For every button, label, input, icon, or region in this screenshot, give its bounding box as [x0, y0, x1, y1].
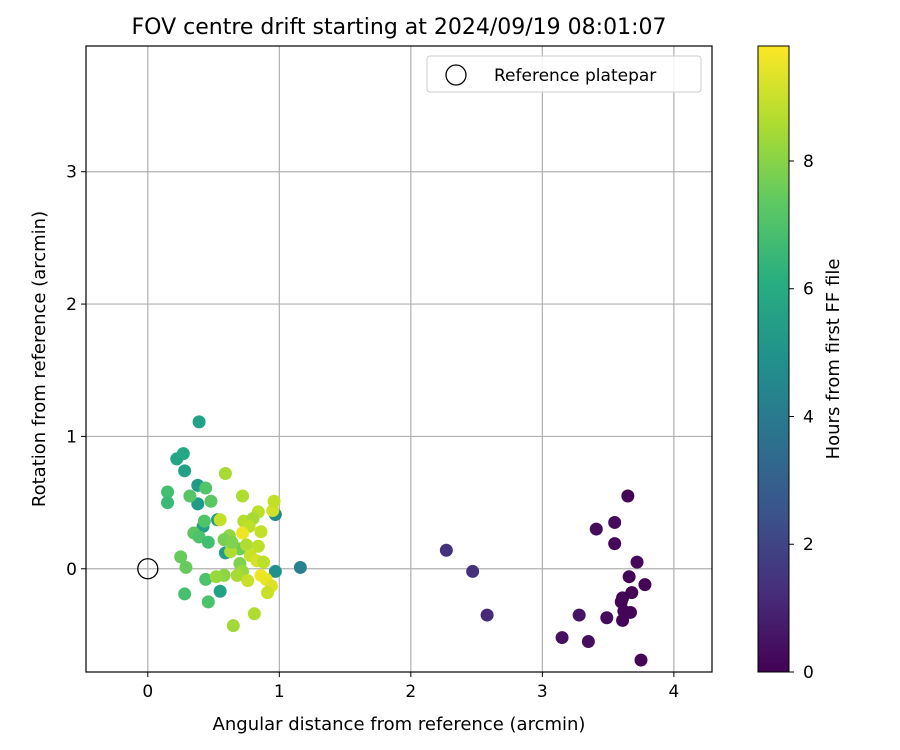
- grid: [86, 46, 712, 672]
- data-point: [201, 595, 215, 609]
- data-point: [268, 564, 282, 578]
- data-point: [197, 514, 211, 528]
- x-tick-label: 2: [405, 682, 416, 702]
- data-point: [183, 489, 197, 503]
- data-point: [241, 574, 255, 588]
- data-point: [192, 415, 206, 429]
- colorbar-tick-label: 4: [803, 407, 814, 427]
- data-point: [608, 515, 622, 529]
- data-point: [480, 608, 494, 622]
- data-point: [191, 497, 205, 511]
- data-point: [638, 578, 652, 592]
- legend-box: [426, 55, 702, 93]
- data-point: [236, 526, 249, 540]
- data-point: [267, 494, 281, 508]
- colorbar-ticks: 0 2 4 6 8: [789, 152, 814, 683]
- x-axis-ticks: 0 1 2 3 4: [142, 672, 679, 702]
- x-axis-label: Angular distance from reference (arcmin): [213, 714, 586, 735]
- data-point: [178, 587, 192, 601]
- legend-entry-label: Reference platepar: [494, 66, 656, 86]
- plot-area-frame: [85, 45, 713, 673]
- y-tick-label: 1: [66, 427, 77, 447]
- data-point: [254, 525, 268, 539]
- colorbar-label: Hours from first FF file: [823, 259, 844, 460]
- data-point: [293, 560, 307, 574]
- data-point: [226, 619, 240, 633]
- y-tick-label: 2: [66, 295, 77, 315]
- data-point: [439, 543, 453, 557]
- data-point: [225, 535, 239, 549]
- data-point: [213, 513, 227, 527]
- y-axis-ticks: 0 1 2 3: [66, 163, 86, 580]
- data-point: [589, 522, 603, 536]
- data-point: [555, 631, 569, 645]
- data-point: [209, 570, 223, 584]
- data-point: [621, 489, 635, 503]
- data-point: [179, 560, 193, 574]
- data-point: [199, 572, 213, 586]
- data-point: [247, 607, 261, 621]
- colorbar-gradient: [757, 45, 790, 673]
- data-point: [630, 555, 644, 569]
- colorbar-tick-label: 0: [803, 663, 814, 683]
- legend: Reference platepar: [426, 55, 702, 93]
- data-point: [176, 447, 190, 461]
- data-point: [257, 555, 271, 569]
- data-point: [608, 537, 622, 551]
- reference-marker-layer: [137, 558, 159, 580]
- colorbar: 0 2 4 6 8 Hours from first FF file: [757, 45, 844, 683]
- data-point: [161, 496, 175, 510]
- data-point: [230, 568, 244, 582]
- colorbar-tick-label: 6: [803, 280, 814, 300]
- y-tick-label: 0: [66, 560, 77, 580]
- x-tick-label: 1: [274, 682, 285, 702]
- data-point: [161, 485, 175, 499]
- data-point: [600, 611, 614, 625]
- data-point: [260, 586, 274, 600]
- data-point: [616, 613, 630, 627]
- x-tick-label: 0: [142, 682, 153, 702]
- data-point: [572, 608, 586, 622]
- data-point: [218, 466, 232, 480]
- reference-platepar-marker: [137, 558, 159, 580]
- data-point: [622, 570, 636, 584]
- data-point: [236, 489, 249, 503]
- colorbar-tick-label: 8: [803, 152, 814, 172]
- x-tick-label: 3: [537, 682, 548, 702]
- data-point: [251, 539, 265, 553]
- y-axis-label: Rotation from reference (arcmin): [29, 211, 50, 507]
- data-point: [634, 653, 648, 667]
- data-point: [178, 464, 192, 478]
- chart-title: FOV centre drift starting at 2024/09/19 …: [132, 15, 667, 40]
- data-point: [466, 564, 480, 578]
- data-point: [199, 481, 213, 495]
- legend-marker-icon: [445, 64, 467, 86]
- y-tick-label: 3: [66, 163, 77, 183]
- data-point: [623, 605, 637, 619]
- data-point: [581, 635, 595, 649]
- x-tick-label: 4: [668, 682, 679, 702]
- colorbar-tick-label: 2: [803, 535, 814, 555]
- data-point: [204, 494, 218, 508]
- data-points: [161, 415, 652, 667]
- data-point: [201, 535, 215, 549]
- data-point: [174, 550, 188, 564]
- data-point: [213, 584, 227, 598]
- data-point: [239, 538, 253, 552]
